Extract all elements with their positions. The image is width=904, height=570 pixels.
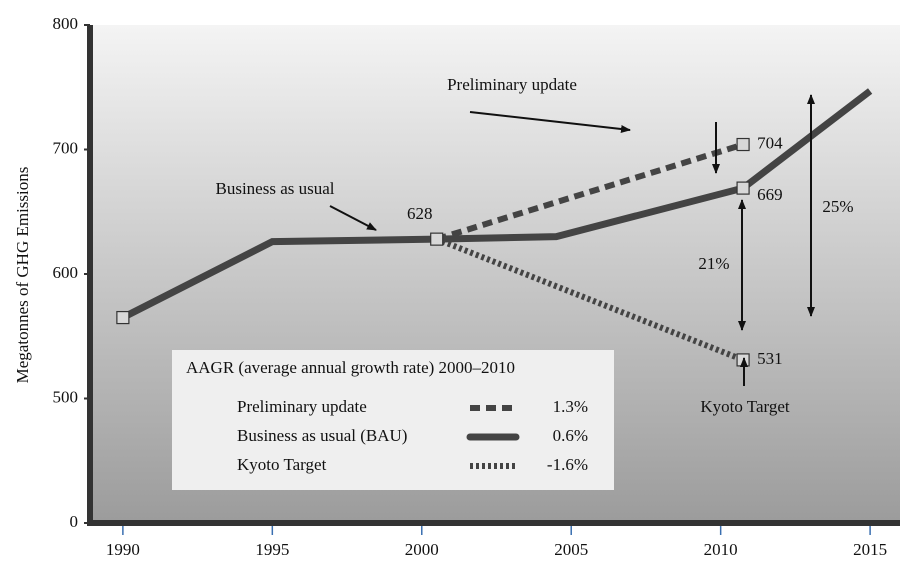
- legend-box: [172, 350, 614, 490]
- value-label: 531: [757, 349, 783, 368]
- legend-title: AAGR (average annual growth rate) 2000–2…: [186, 358, 515, 377]
- legend-rate: 1.3%: [553, 397, 588, 416]
- value-label: 669: [757, 185, 783, 204]
- annotation: Preliminary update: [447, 75, 577, 94]
- point-marker: [736, 137, 750, 152]
- annotation: Business as usual: [216, 179, 335, 198]
- value-label: 628: [407, 204, 433, 223]
- x-tick-label: 1995: [255, 540, 289, 559]
- y-tick-label: 0: [70, 512, 79, 531]
- legend-label: Preliminary update: [237, 397, 367, 416]
- annotation: 25%: [822, 197, 853, 216]
- y-axis-label: Megatonnes of GHG Emissions: [13, 167, 32, 384]
- x-tick-label: 1990: [106, 540, 140, 559]
- arrow: [469, 111, 631, 133]
- y-tick-label: 700: [53, 138, 79, 157]
- point-marker: [430, 232, 444, 246]
- x-tick-label: 2005: [554, 540, 588, 559]
- value-label: 704: [757, 133, 783, 152]
- series-line: [435, 236, 745, 363]
- series-line: [121, 88, 873, 321]
- legend-rate: 0.6%: [553, 426, 588, 445]
- point-marker: [116, 310, 130, 325]
- x-tick-label: 2000: [405, 540, 439, 559]
- legend-label: Business as usual (BAU): [237, 426, 407, 445]
- annotation: 21%: [698, 254, 729, 273]
- x-tick-label: 2015: [853, 540, 887, 559]
- legend-rate: -1.6%: [547, 455, 588, 474]
- point-marker: [736, 181, 750, 195]
- y-tick-label: 800: [53, 14, 79, 33]
- y-tick-label: 500: [53, 387, 79, 406]
- x-tick-label: 2010: [704, 540, 738, 559]
- series-line: [435, 141, 744, 243]
- arrow: [329, 205, 377, 231]
- legend-label: Kyoto Target: [237, 455, 327, 474]
- y-tick-label: 600: [53, 263, 79, 282]
- annotation: Kyoto Target: [700, 397, 790, 416]
